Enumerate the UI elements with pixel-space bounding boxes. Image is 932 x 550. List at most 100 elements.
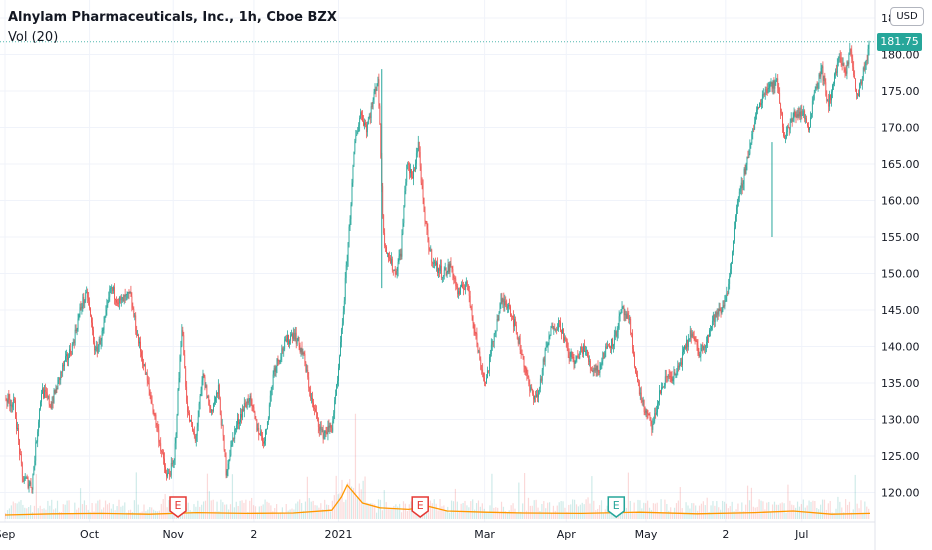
candle-body	[605, 346, 607, 357]
candle-body	[727, 293, 729, 294]
candle-body	[864, 65, 866, 71]
candle-body	[28, 484, 30, 488]
candle-body	[748, 153, 750, 158]
volume-bar	[31, 512, 34, 519]
candle-body	[612, 344, 614, 347]
candle-body	[806, 118, 807, 123]
candle-body	[298, 337, 300, 346]
candle-body	[223, 435, 225, 450]
earnings-marker-label[interactable]: E	[175, 499, 182, 512]
currency-label[interactable]: USD	[890, 7, 924, 26]
volume-bar	[58, 511, 61, 519]
candle-body	[768, 88, 770, 89]
candle-body	[628, 317, 630, 320]
candle-body	[416, 150, 418, 154]
volume-bar	[831, 512, 833, 519]
candle-body	[133, 308, 135, 317]
candle-body	[168, 473, 170, 475]
candle-body	[341, 323, 343, 330]
candle-body	[446, 272, 448, 276]
candle-body	[769, 83, 771, 89]
candle-body	[758, 106, 759, 108]
candle-body	[680, 362, 682, 364]
earnings-marker[interactable]	[411, 496, 429, 518]
volume-bar	[28, 507, 30, 519]
candle-body	[751, 134, 753, 144]
candle-body	[638, 382, 640, 395]
volume-bar	[639, 500, 641, 519]
candle-body	[401, 233, 403, 257]
volume-bar	[108, 502, 110, 519]
candle-body	[826, 95, 828, 102]
candle-body	[660, 390, 661, 394]
candle-body	[451, 266, 453, 270]
candle-body	[15, 400, 16, 419]
volume-bar	[441, 506, 443, 519]
y-tick-label: 150.00	[881, 268, 920, 281]
candle-body	[48, 396, 50, 405]
volume-bar	[227, 509, 230, 519]
candle-body	[522, 354, 524, 357]
candle-body	[494, 333, 496, 335]
volume-bar	[841, 507, 843, 519]
candle-body	[798, 111, 800, 117]
candle-body	[656, 412, 658, 415]
candle-body	[819, 74, 821, 77]
candle-body	[289, 340, 290, 345]
candle-body	[830, 94, 831, 101]
candle-body	[389, 257, 390, 259]
candle-body	[82, 296, 84, 307]
earnings-marker-label[interactable]: E	[613, 499, 620, 512]
earnings-marker[interactable]	[169, 496, 187, 518]
candle-body	[49, 404, 51, 406]
candle-body	[383, 215, 385, 233]
candle-body	[266, 421, 268, 429]
volume-bar	[585, 499, 587, 519]
candle-body	[263, 441, 264, 444]
candle-body	[245, 405, 247, 408]
candle-body	[68, 349, 70, 358]
candle-body	[686, 339, 687, 349]
candle-body	[202, 373, 204, 381]
candle-body	[661, 387, 662, 394]
candle-body	[469, 295, 471, 306]
volume-bar	[604, 509, 606, 519]
candle-body	[731, 262, 732, 270]
volume-bar	[22, 504, 24, 519]
candle-body	[607, 345, 609, 348]
volume-bar	[787, 484, 789, 519]
candle-body	[171, 463, 173, 464]
volume-bar	[491, 473, 493, 519]
candle-body	[631, 333, 633, 334]
volume-bar	[285, 504, 287, 519]
candle-body	[17, 427, 18, 429]
earnings-marker[interactable]	[607, 496, 626, 518]
volume-bar	[429, 500, 432, 519]
candle-body	[730, 269, 732, 277]
candle-body	[584, 345, 585, 352]
candle-body	[297, 337, 299, 341]
candle-body	[19, 453, 21, 455]
volume-bar	[748, 500, 751, 519]
candle-body	[265, 429, 266, 441]
candle-body	[677, 365, 679, 372]
volume-bar	[395, 504, 397, 519]
symbol-title[interactable]: Alnylam Pharmaceuticals, Inc., 1h, Cboe …	[8, 10, 337, 25]
volume-bar	[131, 511, 134, 519]
candle-body	[755, 115, 757, 122]
candle-body	[788, 128, 790, 130]
volume-bar	[29, 505, 32, 519]
candle-body	[237, 418, 238, 425]
earnings-marker-label[interactable]: E	[417, 499, 424, 512]
candle-body	[485, 381, 486, 383]
volume-bar	[243, 502, 245, 519]
volume-bar	[354, 413, 357, 519]
candle-body	[184, 354, 186, 369]
candle-body	[235, 429, 237, 430]
candle-body	[144, 364, 146, 375]
volume-bar	[814, 500, 816, 519]
candle-body	[60, 372, 62, 381]
volume-indicator-label[interactable]: Vol (20)	[8, 30, 59, 45]
volume-bar	[197, 500, 199, 519]
